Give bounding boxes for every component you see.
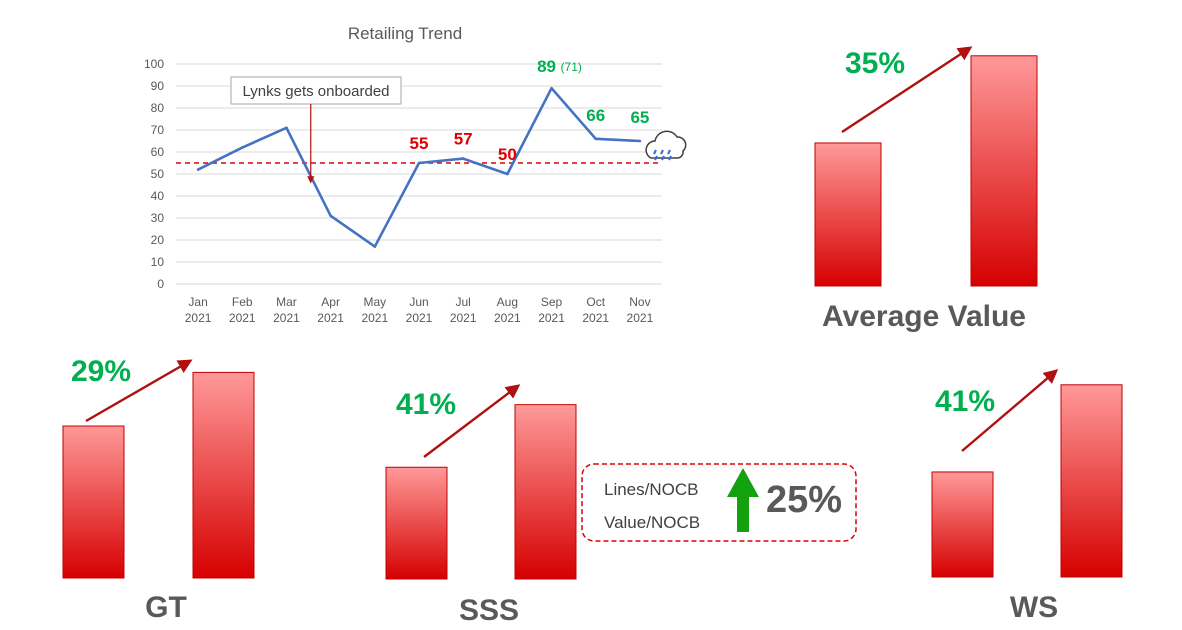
rain-cloud-icon [645,130,687,161]
retailing-trend-chart: Retailing Trend 0 10 20 30 40 50 60 70 80 90 100 J… [144,24,687,325]
up-arrow-icon [727,468,759,532]
x-tick-label-month: Jun [409,295,428,309]
sss-change: 41% [396,388,456,421]
gt-change: 29% [71,355,131,388]
ws-change: 41% [935,385,995,418]
bar [385,466,448,580]
bar [62,425,125,579]
x-tick-label-month: Sep [541,295,563,309]
y-tick-label: 40 [151,189,165,203]
sss-chart: 41% SSS [385,384,577,627]
x-tick-label-year: 2021 [450,311,477,325]
y-tick-label: 20 [151,233,165,247]
x-tick-label-year: 2021 [582,311,609,325]
data-label: 66 [586,106,605,125]
bar [970,55,1038,287]
x-tick-label-month: Jul [456,295,471,309]
lines-nocb-label: Lines/NOCB [604,480,698,499]
x-tick-label-month: Jan [188,295,207,309]
gt-chart: 29% GT [62,355,255,624]
y-tick-label: 70 [151,123,165,137]
x-tick-label-month: Mar [276,295,297,309]
bar [931,471,994,578]
nocb-box [581,463,857,542]
y-tick-label: 50 [151,167,165,181]
sss-trend-arrow [423,384,521,458]
data-label: 65 [630,108,649,127]
y-tick-label: 60 [151,145,165,159]
data-label: 50 [498,145,517,164]
nocb-panel: Lines/NOCB Value/NOCB 25% [581,463,857,542]
bar [192,371,255,579]
annotation-text: Lynks gets onboarded [242,83,389,100]
x-tick-label-year: 2021 [406,311,433,325]
x-tick-label-month: Apr [321,295,340,309]
average-value-label: Average Value [822,300,1026,333]
value-nocb-label: Value/NOCB [604,513,700,532]
y-tick-label: 80 [151,101,165,115]
y-tick-label: 30 [151,211,165,225]
ws-trend-arrow [961,369,1059,452]
retailing-series-line [197,86,640,248]
x-tick-label-month: May [363,295,386,309]
sss-label: SSS [459,594,519,627]
ws-label: WS [1010,591,1058,624]
nocb-change: 25% [766,479,842,521]
y-tick-label: 100 [144,57,164,71]
x-tick-label-year: 2021 [185,311,212,325]
average-value-change: 35% [845,47,905,80]
bar [1060,384,1123,578]
y-tick-label: 0 [157,277,164,291]
data-label: 57 [454,130,473,149]
gt-label: GT [145,591,187,624]
onboarding-annotation: Lynks gets onboarded [230,76,402,184]
average-value-trend-arrow [841,46,973,134]
x-tick-label-year: 2021 [361,311,388,325]
bar [514,404,577,580]
x-tick-label-month: Oct [586,295,605,309]
x-tick-label-month: Nov [629,295,650,309]
average-value-chart: 35% Average Value [814,46,1038,333]
x-tick-label-month: Feb [232,295,253,309]
x-tick-label-year: 2021 [273,311,300,325]
line-chart-x-axis: Jan 2021 Feb 2021 Mar 2021 Apr 2021 May 2021 Jun 20… [185,295,654,325]
x-tick-label-year: 2021 [627,311,654,325]
ws-chart: 41% WS [931,369,1123,624]
data-label: 55 [410,134,429,153]
y-tick-label: 10 [151,255,165,269]
annotation-box [230,76,402,105]
line-chart-y-axis: 0 10 20 30 40 50 60 70 80 90 100 [144,57,164,291]
x-tick-label-year: 2021 [494,311,521,325]
y-tick-label: 90 [151,79,165,93]
line-chart-data-labels: 55 57 50 89 (71) 66 65 [410,57,650,164]
data-label: 89 [537,57,556,76]
gt-trend-arrow [85,359,193,423]
x-tick-label-year: 2021 [538,311,565,325]
x-tick-label-month: Aug [497,295,518,309]
x-tick-label-year: 2021 [229,311,256,325]
line-chart-title: Retailing Trend [348,24,462,43]
x-tick-label-year: 2021 [317,311,344,325]
bar [814,142,882,287]
data-label-note: (71) [561,60,582,74]
